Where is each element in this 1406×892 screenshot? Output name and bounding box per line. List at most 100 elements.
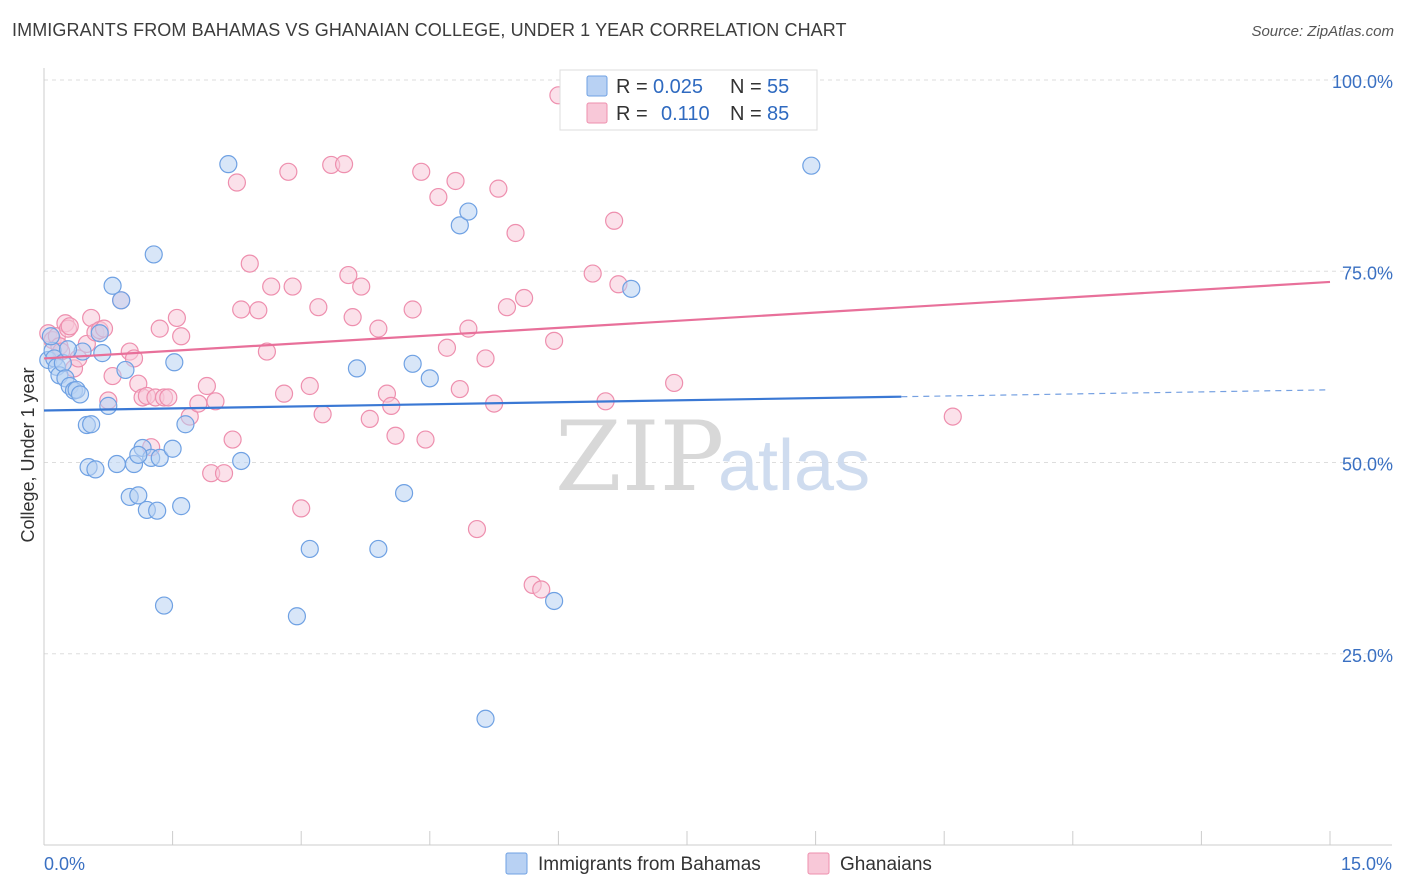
bahamas-point: [58, 340, 78, 359]
watermark-zip: ZIP: [555, 401, 724, 513]
watermark-atlas: atlas: [718, 426, 870, 506]
bahamas-point: [420, 369, 439, 388]
bahamas-point: [622, 279, 641, 298]
ghanaians-point: [450, 379, 469, 399]
ghanaians-point: [412, 162, 431, 181]
ghanaians-point: [369, 319, 388, 338]
ghanaians-point: [309, 298, 328, 317]
bahamas-point: [300, 539, 319, 559]
bahamas-point: [93, 344, 112, 363]
series-legend-swatch-bahamas: [505, 852, 528, 875]
y-tick-label-25: 25.0%: [1342, 646, 1393, 666]
ghanaians-point: [532, 580, 551, 599]
bahamas-point: [90, 324, 109, 343]
bahamas-point: [41, 327, 60, 346]
ghanaians-point: [386, 426, 405, 445]
bahamas-point: [150, 448, 169, 468]
ghanaians-point: [167, 308, 186, 328]
ghanaians-point: [283, 277, 302, 296]
ghanaians-point: [943, 407, 962, 426]
series-legend: Immigrants from Bahamas Ghanaians: [505, 852, 932, 875]
bahamas-point: [219, 155, 238, 174]
bahamas-points: [39, 155, 821, 728]
ghanaians-point: [172, 327, 191, 346]
ghanaians-point: [262, 277, 281, 296]
y-tick-label-100: 100.0%: [1332, 72, 1393, 92]
ghanaians-point: [416, 430, 435, 449]
ghanaians-point: [197, 376, 216, 396]
ghanaians-point: [274, 384, 294, 403]
legend-n-label-bahamas: N =: [730, 76, 762, 98]
bahamas-point: [129, 486, 148, 505]
correlation-legend: R = 0.025 N = 55 R = 0.110 N = 85: [559, 69, 818, 131]
axes: [43, 68, 1392, 846]
ghanaians-point: [352, 277, 371, 296]
bahamas-point: [99, 396, 118, 415]
bahamas-point: [154, 596, 174, 615]
bahamas-point: [802, 156, 821, 175]
ghanaians-point: [506, 223, 525, 243]
ghanaians-trendline: [43, 280, 1331, 360]
legend-r-label-ghanaians: R =: [616, 103, 648, 125]
x-tick-label-min: 0.0%: [44, 854, 85, 874]
ghanaians-point: [159, 388, 178, 407]
ghanaians-point: [665, 373, 684, 393]
ghanaians-point: [232, 300, 251, 319]
ghanaians-point: [334, 155, 354, 174]
chart-title: IMMIGRANTS FROM BAHAMAS VS GHANAIAN COLL…: [12, 20, 847, 40]
ghanaians-point: [206, 392, 225, 411]
ghanaians-point: [189, 394, 208, 413]
y-tick-label-75: 75.0%: [1342, 263, 1393, 283]
ghanaians-point: [240, 254, 259, 273]
bahamas-point: [476, 709, 495, 728]
ghanaians-point: [279, 162, 298, 181]
bahamas-trendline-extension: [901, 389, 1331, 398]
trendlines: [43, 280, 1331, 412]
legend-swatch-ghanaians: [586, 102, 608, 124]
ghanaians-point: [429, 187, 448, 207]
bahamas-point: [148, 501, 167, 520]
bahamas-point: [450, 216, 469, 235]
ghanaians-point: [583, 264, 602, 283]
ghanaians-point: [343, 308, 362, 327]
legend-swatch-bahamas: [586, 75, 608, 97]
legend-r-value-ghanaians: 0.110: [661, 103, 710, 125]
ghanaians-point: [605, 211, 624, 230]
y-tick-label-50: 50.0%: [1342, 455, 1393, 475]
bahamas-point: [403, 354, 422, 373]
ghanaians-point: [150, 319, 169, 338]
bahamas-point: [176, 415, 195, 434]
bahamas-point: [394, 484, 414, 503]
legend-r-value-bahamas: 0.025: [653, 76, 703, 98]
bahamas-point: [70, 385, 90, 404]
ghanaians-point: [292, 499, 311, 518]
bahamas-point: [287, 607, 307, 626]
series-legend-label-bahamas: Immigrants from Bahamas: [538, 854, 761, 875]
bahamas-point: [86, 460, 105, 479]
x-tick-label-max: 15.0%: [1341, 854, 1392, 874]
bahamas-point: [112, 291, 131, 310]
ghanaians-point: [545, 331, 564, 350]
gridlines: [44, 79, 1392, 655]
bahamas-point: [82, 415, 101, 434]
bahamas-point: [144, 245, 163, 264]
ghanaians-point: [227, 173, 246, 192]
source-label: Source: ZipAtlas.com: [1251, 23, 1394, 40]
ghanaians-point: [515, 288, 534, 308]
ghanaians-point: [476, 349, 495, 368]
legend-r-label-bahamas: R =: [616, 76, 648, 98]
ghanaians-point: [339, 265, 358, 285]
bahamas-point: [232, 451, 251, 471]
ghanaians-point: [489, 179, 508, 198]
bahamas-point: [107, 454, 126, 474]
bahamas-point: [165, 353, 184, 372]
bahamas-point: [129, 445, 148, 464]
legend-n-value-bahamas: 55: [767, 76, 789, 98]
bahamas-point: [545, 591, 564, 611]
ghanaians-point: [300, 376, 319, 396]
bahamas-point: [116, 360, 135, 380]
ghanaians-points: [39, 86, 962, 599]
bahamas-point: [172, 497, 191, 516]
series-legend-swatch-ghanaians: [807, 852, 830, 875]
